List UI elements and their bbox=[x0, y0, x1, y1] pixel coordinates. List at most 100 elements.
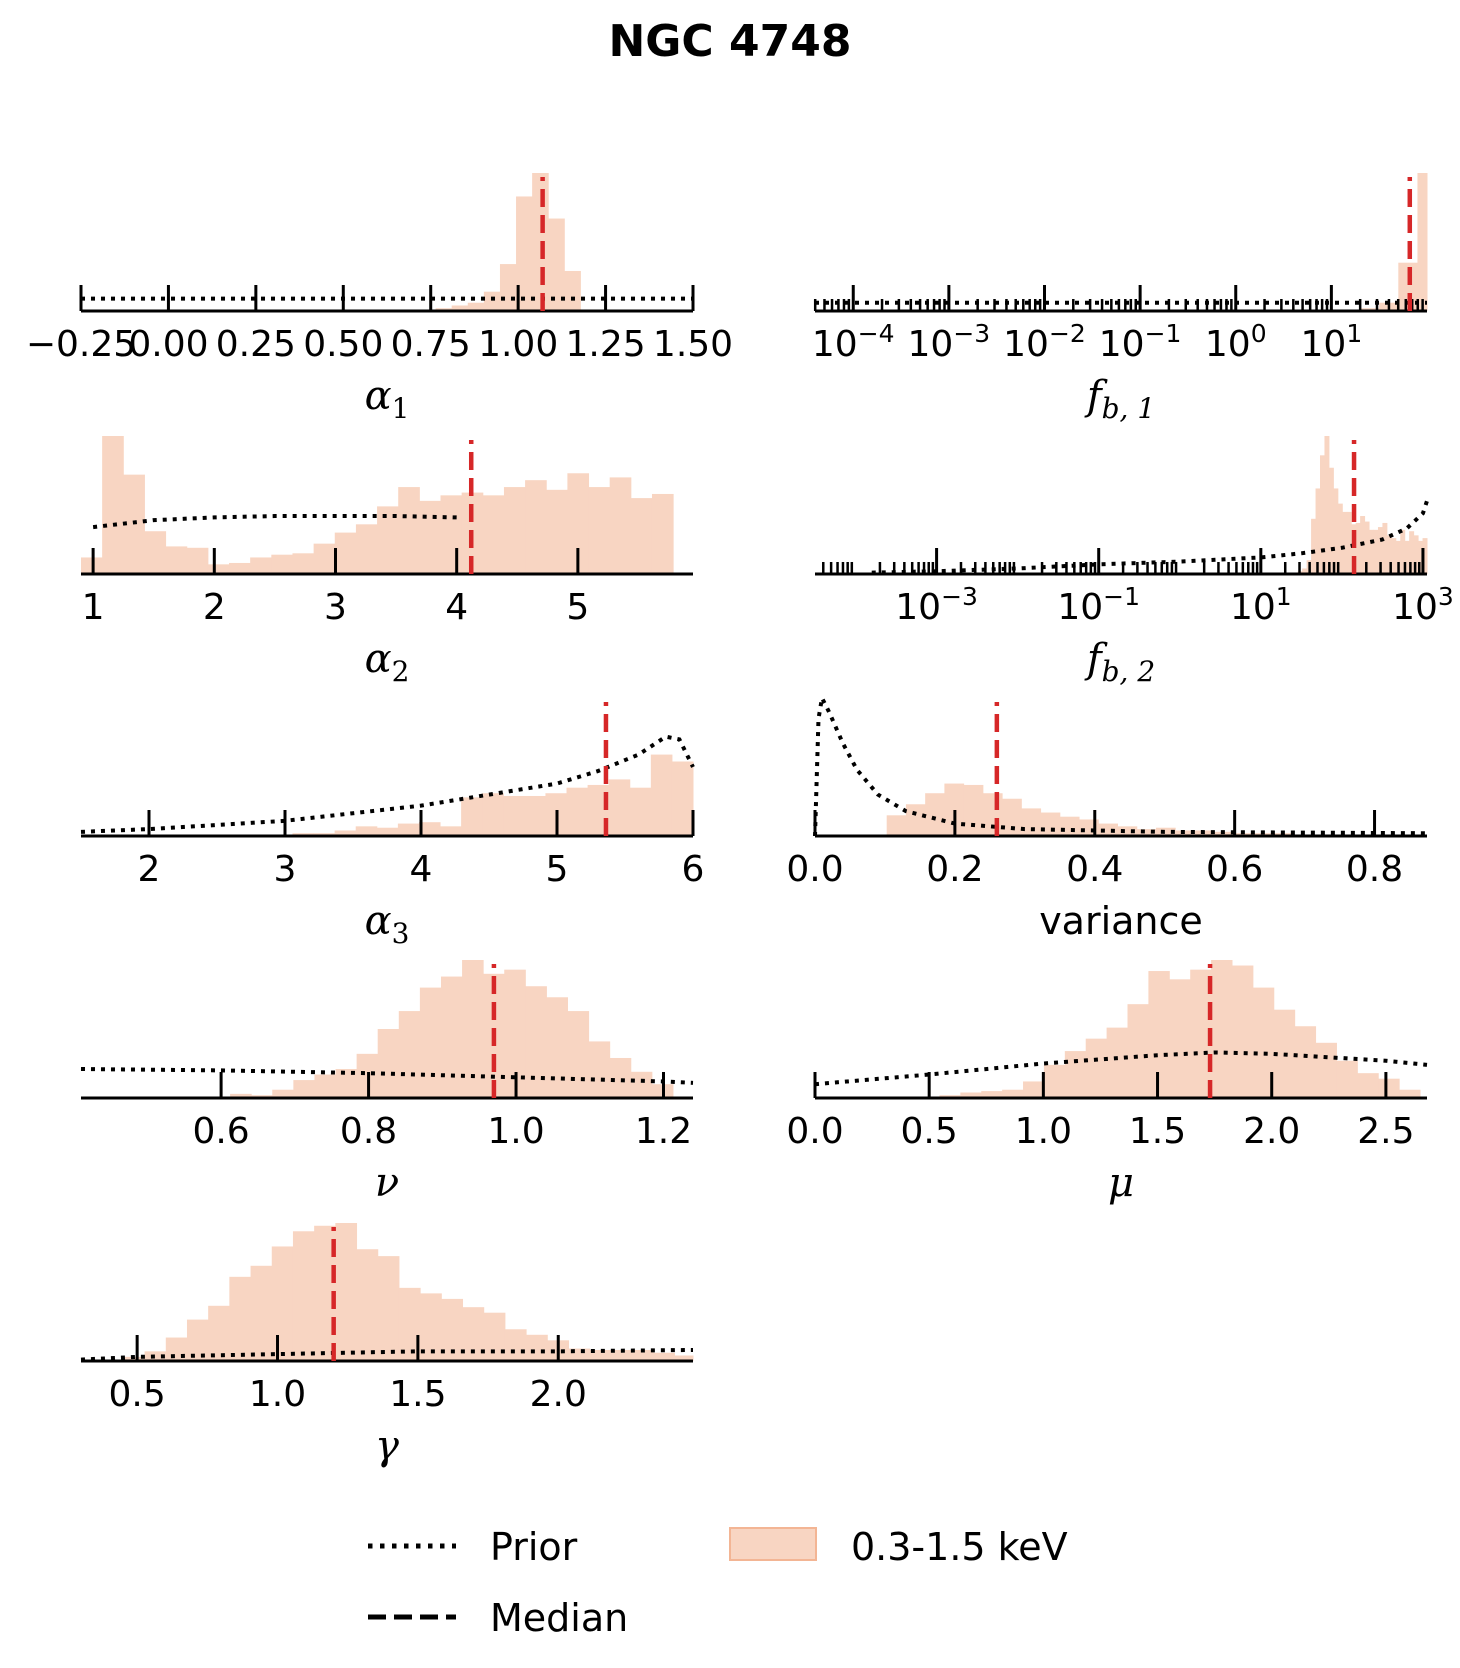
prior-curve bbox=[80, 1067, 694, 1085]
hist-bar bbox=[461, 797, 483, 836]
tick-label: 0.2 bbox=[926, 849, 983, 890]
hist-bar bbox=[1328, 467, 1334, 574]
hist-bar bbox=[524, 795, 546, 836]
tick-label: 10−4 bbox=[812, 319, 895, 365]
tick-label: 0.25 bbox=[216, 324, 296, 365]
hist-bar bbox=[1346, 511, 1352, 574]
tick-label: 4 bbox=[445, 587, 468, 628]
hist-bar bbox=[1106, 1027, 1129, 1098]
tick-label: 1.0 bbox=[487, 1111, 544, 1152]
hist-bar bbox=[1320, 455, 1325, 574]
hist-bar bbox=[1190, 969, 1212, 1098]
legend-prior-label: Prior bbox=[490, 1525, 578, 1569]
hist-bar bbox=[292, 1231, 315, 1361]
hist-bar bbox=[516, 196, 533, 311]
tick-label: 0.4 bbox=[1066, 849, 1123, 890]
hist-bar bbox=[377, 1029, 400, 1098]
tick-label: 0.6 bbox=[192, 1111, 249, 1152]
panel-fb2: 10−3 10−1 101 103 fb, 2 bbox=[815, 436, 1454, 688]
hist-bar bbox=[419, 500, 442, 574]
panel-alpha1: −0.250.00 0.25 0.50 0.75 1.00 1.25 1.50 α1 bbox=[26, 173, 733, 425]
hist-bar bbox=[440, 976, 463, 1098]
panel-fb1: 10−4 10−3 10−2 10−1 100 101 fb, 1 bbox=[812, 173, 1428, 425]
hist-bar bbox=[1098, 823, 1119, 836]
hist-bar bbox=[1002, 1089, 1024, 1098]
hist-bar bbox=[335, 1223, 358, 1361]
axis-label-mu: μ bbox=[1108, 1160, 1134, 1206]
hist-bar bbox=[440, 495, 463, 574]
hist-bar bbox=[451, 305, 469, 311]
hist-bar bbox=[905, 804, 926, 836]
hist-bar bbox=[546, 997, 569, 1098]
hist-bar bbox=[1357, 1073, 1379, 1098]
hist-bar bbox=[1399, 1089, 1421, 1098]
hist-bar bbox=[1417, 173, 1428, 311]
tick-label: 10−1 bbox=[1057, 582, 1140, 628]
hist-bar bbox=[208, 1305, 230, 1361]
axis-label-nu: ν bbox=[375, 1160, 399, 1206]
hist-bar bbox=[292, 553, 315, 574]
legend-hist-label: 0.3-1.5 keV bbox=[851, 1525, 1068, 1569]
hist-bar bbox=[1355, 522, 1361, 574]
tick-label: 0.50 bbox=[303, 324, 383, 365]
hist-bar bbox=[1333, 488, 1339, 574]
hist-bar bbox=[1378, 1078, 1400, 1098]
tick-label: 10−1 bbox=[1099, 319, 1182, 365]
hist-bar bbox=[440, 826, 462, 836]
hist-bar bbox=[377, 1256, 400, 1361]
hist-bar bbox=[482, 495, 505, 574]
hist-bar bbox=[608, 779, 631, 836]
hist-bar bbox=[1085, 1038, 1108, 1098]
hist-bar bbox=[567, 473, 590, 574]
hist-bar bbox=[610, 1349, 633, 1361]
hist-bar bbox=[632, 1349, 654, 1361]
tick-label: 101 bbox=[1301, 319, 1363, 365]
panel-nu: 0.6 0.8 1.0 1.2 ν bbox=[80, 960, 694, 1206]
hist-bar bbox=[229, 1276, 252, 1361]
hist-bar bbox=[230, 1093, 252, 1098]
hist-bar bbox=[271, 1246, 294, 1361]
hist-bar bbox=[653, 1352, 675, 1361]
hist-bar bbox=[467, 302, 485, 311]
hist-bar bbox=[441, 1298, 464, 1361]
hist-bar bbox=[314, 1074, 337, 1098]
hist-bar bbox=[419, 987, 442, 1098]
hist-bar bbox=[589, 1349, 612, 1361]
tick-label: 100 bbox=[1205, 319, 1267, 365]
hist-bar bbox=[355, 524, 378, 574]
tick-label: 2.5 bbox=[1357, 1111, 1414, 1152]
hist-bar bbox=[1422, 538, 1428, 574]
axis-label-gamma: γ bbox=[375, 1423, 399, 1469]
tick-label: 3 bbox=[274, 849, 297, 890]
tick-label: 1.5 bbox=[389, 1374, 446, 1415]
tick-label: 3 bbox=[324, 587, 347, 628]
figure-title: NGC 4748 bbox=[608, 16, 851, 67]
hist-bar bbox=[144, 1351, 167, 1361]
hist-bar bbox=[1418, 540, 1424, 574]
tick-label: 1.0 bbox=[249, 1374, 306, 1415]
hist-bar bbox=[671, 761, 694, 836]
hist-bar bbox=[525, 986, 547, 1098]
tick-label: 0.0 bbox=[786, 849, 843, 890]
hist-bar bbox=[960, 1092, 982, 1098]
tick-label: 1.2 bbox=[635, 1111, 692, 1152]
tick-label: 0.8 bbox=[1346, 849, 1403, 890]
tick-label: 1 bbox=[82, 587, 105, 628]
hist-bar bbox=[313, 543, 336, 574]
hist-bar bbox=[1064, 1051, 1087, 1098]
hist-bar bbox=[1386, 535, 1392, 574]
hist-bar bbox=[1148, 971, 1170, 1098]
hist-bar bbox=[144, 531, 167, 574]
tick-label: 10−3 bbox=[895, 582, 978, 628]
hist-bar bbox=[609, 1057, 632, 1098]
tick-label: 2 bbox=[203, 587, 226, 628]
hist-bar bbox=[335, 1069, 358, 1098]
hist-bar bbox=[630, 498, 653, 574]
hist-bar bbox=[1155, 827, 1176, 836]
hist-bar bbox=[1351, 524, 1357, 574]
prior-curve bbox=[814, 1050, 1428, 1087]
hist-bar bbox=[1252, 987, 1275, 1098]
axis-label-alpha3: α3 bbox=[365, 898, 410, 950]
hist-bar bbox=[503, 795, 525, 836]
